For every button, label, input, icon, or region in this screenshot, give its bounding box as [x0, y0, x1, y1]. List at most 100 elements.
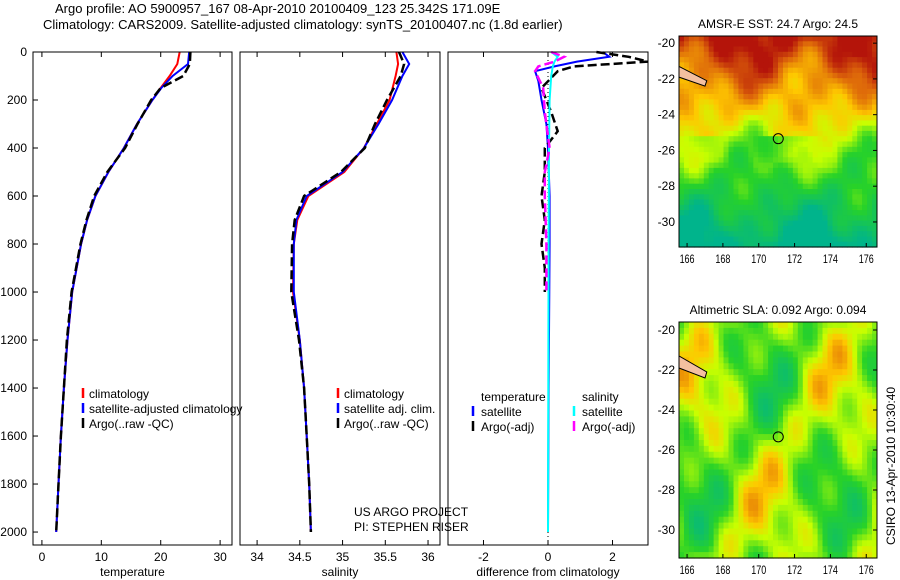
map-cell [872, 215, 878, 222]
map-cell [733, 210, 739, 216]
map-cell [763, 540, 769, 547]
map-cell [807, 94, 814, 100]
map-cell [758, 94, 764, 100]
map-cell [693, 173, 700, 180]
map-cell [748, 46, 754, 53]
map-cell [778, 104, 784, 111]
map-cell [753, 534, 759, 541]
map-cell [817, 540, 824, 547]
map-cell [748, 481, 754, 488]
x-tick-label: 172 [787, 252, 802, 266]
map-cell [768, 199, 774, 206]
map-cell [857, 104, 863, 111]
map-cell [837, 231, 843, 238]
map-cell [763, 339, 769, 347]
map-cell [679, 125, 685, 132]
map-cell [758, 504, 764, 512]
map-cell [703, 469, 710, 476]
map-cell [688, 210, 695, 216]
map-cell [693, 204, 700, 211]
map-cell [817, 152, 824, 158]
map-cell [792, 41, 799, 48]
map-cell [832, 46, 838, 53]
map-cell [872, 241, 878, 248]
map-cell [857, 231, 863, 238]
map-cell [768, 428, 774, 435]
map-cell [713, 404, 720, 412]
map-cell [693, 416, 700, 423]
map-cell [812, 125, 819, 132]
map-cell [812, 510, 819, 518]
map-cell [797, 381, 804, 388]
map-cell [778, 204, 784, 211]
map-cell [763, 194, 769, 201]
map-cell [783, 41, 789, 48]
map-cell [713, 146, 720, 153]
map-cell [862, 327, 868, 335]
map-cell [773, 167, 779, 174]
map-cell [698, 392, 705, 400]
map-cell [698, 57, 705, 63]
map-cell [802, 199, 809, 206]
map-cell [753, 404, 759, 412]
map-cell [753, 410, 759, 417]
map-cell [787, 546, 794, 553]
map-cell [708, 109, 715, 116]
map-cell [812, 345, 819, 353]
map-cell [817, 88, 824, 95]
map-cell [857, 522, 863, 530]
map-cell [753, 440, 759, 447]
map-cell [832, 381, 838, 388]
map-cell [679, 136, 685, 143]
map-cell [679, 457, 685, 465]
map-cell [688, 162, 695, 169]
map-cell [753, 375, 759, 382]
map-cell [743, 469, 749, 476]
map-cell [792, 136, 799, 143]
map-cell [733, 510, 739, 518]
map-cell [778, 167, 784, 174]
map-cell [778, 183, 784, 190]
map-cell [792, 157, 799, 164]
map-cell [718, 83, 725, 90]
map-cell [812, 416, 819, 423]
map-cell [842, 215, 848, 222]
map-cell [679, 162, 685, 169]
map-cell [773, 339, 779, 347]
map-cell [792, 516, 799, 524]
map-cell [822, 416, 828, 423]
map-cell [862, 120, 868, 127]
map-cell [688, 57, 695, 63]
map-cell [827, 146, 833, 153]
map-cell [872, 469, 878, 476]
map-cell [753, 215, 759, 222]
map-cell [733, 162, 739, 169]
map-cell [827, 357, 833, 364]
map-cell [693, 552, 700, 559]
map-cell [857, 404, 863, 412]
map-cell [807, 375, 814, 382]
map-cell [852, 386, 858, 394]
map-cell [738, 375, 744, 382]
map-cell [827, 51, 833, 58]
map-cell [738, 493, 744, 500]
map-cell [787, 67, 794, 74]
map-cell [792, 225, 799, 232]
map-cell [822, 241, 828, 248]
map-cell [802, 499, 809, 506]
map-cell [862, 445, 868, 453]
map-cell [753, 363, 759, 370]
map-cell [783, 120, 789, 127]
map-cell [723, 41, 729, 48]
map-cell [688, 422, 695, 429]
map-cell [718, 481, 725, 488]
map-cell [743, 339, 749, 347]
map-cell [728, 67, 734, 74]
map-cell [797, 440, 804, 447]
map-cell [684, 152, 690, 158]
map-cell [812, 183, 819, 190]
map-cell [763, 41, 769, 48]
map-cell [684, 493, 690, 500]
map-cell [708, 534, 715, 541]
